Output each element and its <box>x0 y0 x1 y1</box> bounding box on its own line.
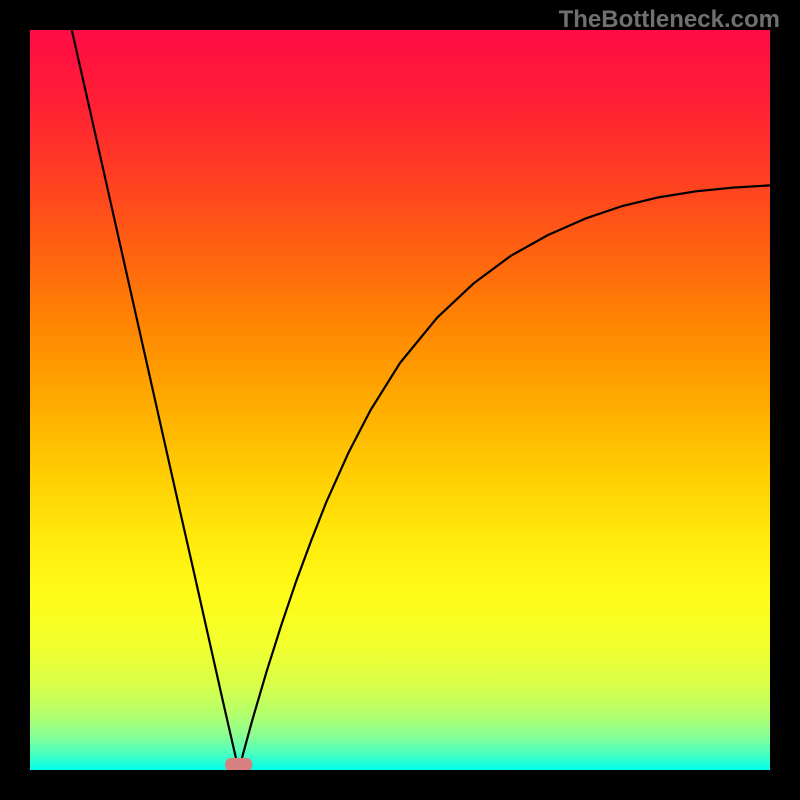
watermark-text: TheBottleneck.com <box>559 6 780 34</box>
bottleneck-chart <box>0 0 800 800</box>
frame-right <box>770 0 800 800</box>
frame-bottom <box>0 770 800 800</box>
frame-left <box>0 0 30 800</box>
gradient-background <box>30 30 770 770</box>
